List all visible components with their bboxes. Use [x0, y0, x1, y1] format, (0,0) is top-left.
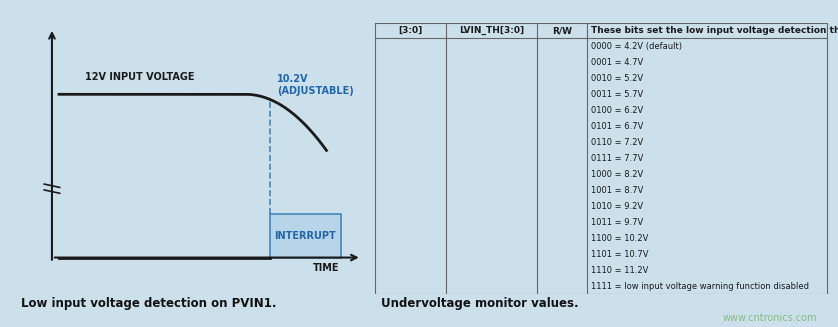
- Text: 1010 = 9.2V: 1010 = 9.2V: [592, 202, 644, 211]
- Text: 12V INPUT VOLTAGE: 12V INPUT VOLTAGE: [85, 72, 194, 81]
- Text: INTERRUPT: INTERRUPT: [275, 231, 336, 241]
- Text: 0110 = 7.2V: 0110 = 7.2V: [592, 138, 644, 147]
- Text: 1111 = low input voltage warning function disabled: 1111 = low input voltage warning functio…: [592, 282, 810, 291]
- Text: TIME: TIME: [313, 263, 339, 273]
- Text: 0111 = 7.7V: 0111 = 7.7V: [592, 154, 644, 163]
- Text: 10.2V
(ADJUSTABLE): 10.2V (ADJUSTABLE): [277, 74, 354, 96]
- Text: 1000 = 8.2V: 1000 = 8.2V: [592, 170, 644, 179]
- Text: 1101 = 10.7V: 1101 = 10.7V: [592, 250, 649, 259]
- Text: 1100 = 10.2V: 1100 = 10.2V: [592, 234, 649, 243]
- Text: LVIN_TH[3:0]: LVIN_TH[3:0]: [459, 26, 525, 35]
- Text: These bits set the low input voltage detection threshold.: These bits set the low input voltage det…: [592, 26, 838, 35]
- Text: Undervoltage monitor values.: Undervoltage monitor values.: [381, 297, 579, 310]
- Text: www.cntronics.com: www.cntronics.com: [722, 313, 817, 323]
- Text: 1011 = 9.7V: 1011 = 9.7V: [592, 218, 644, 227]
- Text: 0000 = 4.2V (default): 0000 = 4.2V (default): [592, 42, 682, 51]
- Text: 0011 = 5.7V: 0011 = 5.7V: [592, 90, 644, 99]
- Text: [3:0]: [3:0]: [398, 26, 422, 35]
- Text: 1110 = 11.2V: 1110 = 11.2V: [592, 266, 649, 275]
- Text: 0101 = 6.7V: 0101 = 6.7V: [592, 122, 644, 131]
- Text: 0100 = 6.2V: 0100 = 6.2V: [592, 106, 644, 115]
- Text: 0001 = 4.7V: 0001 = 4.7V: [592, 58, 644, 67]
- Text: 1001 = 8.7V: 1001 = 8.7V: [592, 186, 644, 195]
- Bar: [270, 214, 340, 258]
- Text: R/W: R/W: [552, 26, 572, 35]
- Text: Low input voltage detection on PVIN1.: Low input voltage detection on PVIN1.: [21, 297, 277, 310]
- Text: 0010 = 5.2V: 0010 = 5.2V: [592, 74, 644, 83]
